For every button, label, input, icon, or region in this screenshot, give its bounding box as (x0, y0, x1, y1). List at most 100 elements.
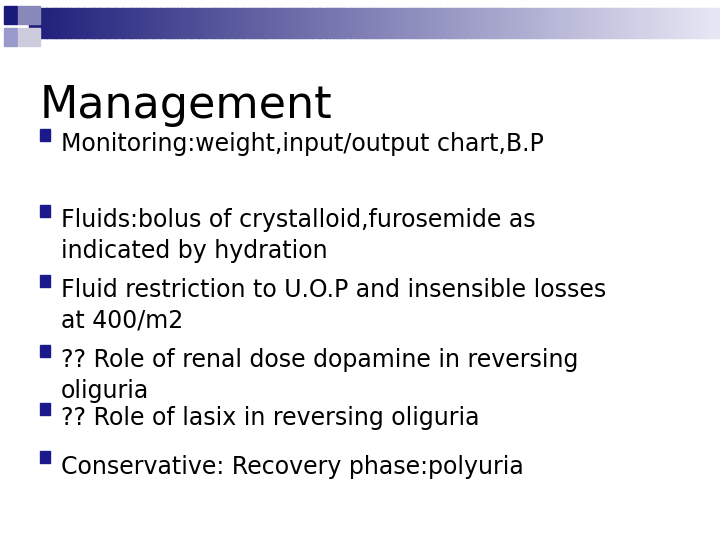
Bar (215, 8, 220, 38)
Bar (606, 8, 610, 38)
Bar (278, 8, 282, 38)
Text: Conservative: Recovery phase:polyuria: Conservative: Recovery phase:polyuria (61, 455, 524, 478)
Bar (416, 8, 420, 38)
Bar (630, 8, 634, 38)
Bar (323, 8, 327, 38)
Bar (468, 8, 472, 38)
Bar (440, 8, 444, 38)
Bar (60, 8, 64, 38)
Bar (56, 8, 60, 38)
Bar (523, 8, 527, 38)
Bar (226, 8, 230, 38)
Bar (682, 8, 686, 38)
Bar (102, 8, 106, 38)
Bar (578, 8, 582, 38)
Bar (564, 8, 569, 38)
Bar (495, 8, 500, 38)
Bar (132, 8, 137, 38)
Bar (122, 8, 126, 38)
Bar (302, 8, 306, 38)
Bar (261, 8, 264, 38)
Bar (40, 345, 50, 357)
Bar (98, 8, 102, 38)
Bar (419, 8, 423, 38)
Text: Management: Management (40, 84, 333, 127)
Bar (464, 8, 469, 38)
Bar (192, 8, 195, 38)
Bar (233, 8, 237, 38)
Bar (651, 8, 655, 38)
Bar (343, 8, 348, 38)
Bar (444, 8, 448, 38)
Bar (246, 8, 251, 38)
Bar (402, 8, 406, 38)
Bar (153, 8, 158, 38)
Bar (554, 8, 558, 38)
Text: ?? Role of renal dose dopamine in reversing
oliguria: ?? Role of renal dose dopamine in revers… (61, 348, 579, 403)
Bar (374, 8, 379, 38)
Bar (367, 8, 372, 38)
Bar (661, 8, 665, 38)
Bar (174, 8, 178, 38)
Bar (4, 28, 17, 46)
Bar (212, 8, 216, 38)
Bar (40, 451, 50, 463)
Bar (105, 8, 109, 38)
Bar (315, 8, 320, 38)
Bar (274, 8, 279, 38)
Bar (295, 8, 299, 38)
Text: ?? Role of lasix in reversing oliguria: ?? Role of lasix in reversing oliguria (61, 406, 480, 430)
Bar (668, 8, 672, 38)
Bar (678, 8, 683, 38)
Bar (298, 8, 302, 38)
Bar (482, 8, 486, 38)
Bar (665, 8, 669, 38)
Bar (188, 8, 192, 38)
Bar (319, 8, 323, 38)
Bar (163, 8, 168, 38)
Bar (693, 8, 696, 38)
Bar (672, 8, 676, 38)
Bar (40, 275, 50, 287)
Bar (18, 28, 40, 46)
Bar (119, 8, 123, 38)
Bar (409, 8, 413, 38)
Bar (39, 8, 43, 38)
Bar (592, 8, 596, 38)
Bar (357, 8, 361, 38)
Bar (140, 8, 143, 38)
Bar (413, 8, 417, 38)
Bar (257, 8, 261, 38)
Bar (405, 8, 410, 38)
Bar (461, 8, 465, 38)
Bar (526, 8, 531, 38)
Bar (426, 8, 431, 38)
Bar (568, 8, 572, 38)
Bar (108, 8, 112, 38)
Bar (547, 8, 552, 38)
Bar (29, 8, 33, 38)
Bar (451, 8, 454, 38)
Bar (530, 8, 534, 38)
Bar (499, 8, 503, 38)
Bar (589, 8, 593, 38)
Bar (129, 8, 133, 38)
Bar (236, 8, 240, 38)
Bar (46, 8, 50, 38)
Bar (53, 8, 57, 38)
Bar (350, 8, 354, 38)
Bar (689, 8, 693, 38)
Bar (488, 8, 492, 38)
Bar (364, 8, 368, 38)
Bar (40, 403, 50, 415)
Bar (585, 8, 590, 38)
Bar (505, 8, 510, 38)
Bar (624, 8, 627, 38)
Bar (84, 8, 89, 38)
Bar (647, 8, 652, 38)
Bar (146, 8, 150, 38)
Bar (551, 8, 555, 38)
Bar (634, 8, 638, 38)
Bar (115, 8, 120, 38)
Bar (641, 8, 644, 38)
